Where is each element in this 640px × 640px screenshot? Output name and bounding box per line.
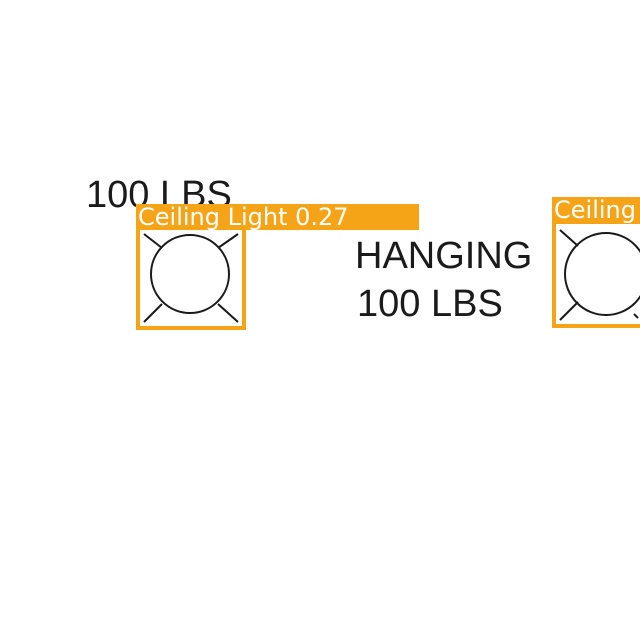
hanging-label: HANGING [355, 235, 533, 277]
ceiling-light-icon [559, 229, 640, 321]
detection-box [552, 220, 640, 328]
detection-box [136, 226, 246, 330]
ceiling-light-icon [143, 233, 239, 323]
detection-label: Ceiling [552, 197, 640, 223]
detection-label: Ceiling Light 0.27 [136, 204, 419, 230]
weight-label-center: 100 LBS [357, 283, 503, 325]
